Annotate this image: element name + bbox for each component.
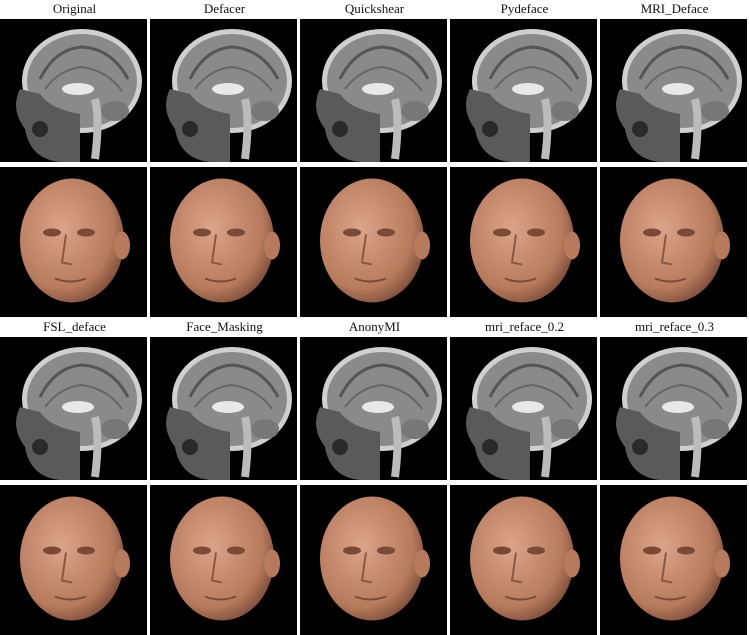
mri-slice-image [0, 19, 147, 162]
method-label: MRI_Deface [640, 1, 709, 16]
method-label: mri_reface_0.2 [484, 319, 565, 334]
head-render-image [450, 167, 597, 317]
head-render-image [0, 167, 147, 317]
method-label: Original [52, 1, 97, 16]
mri-slice-image [450, 19, 597, 162]
method-label: AnonyMI [348, 319, 401, 334]
mri-slice-image [0, 337, 147, 480]
head-render-image [0, 485, 147, 635]
head-render-image [300, 485, 447, 635]
bottom-row-labels: FSL_deface Face_Masking AnonyMI mri_refa… [0, 318, 749, 336]
mri-slice-image [600, 337, 747, 480]
top-row-labels: Original Defacer Quickshear Pydeface MRI… [0, 0, 749, 18]
method-label: Defacer [203, 1, 246, 16]
method-label: Face_Masking [186, 319, 263, 334]
mri-slice-image [450, 337, 597, 480]
mri-slice-image [150, 19, 297, 162]
method-label: mri_reface_0.3 [634, 319, 715, 334]
method-label: Quickshear [344, 1, 405, 16]
method-label: Pydeface [500, 1, 549, 16]
mri-slice-image [300, 337, 447, 480]
mri-slice-image [600, 19, 747, 162]
method-label: FSL_deface [43, 319, 106, 334]
mri-slice-image [150, 337, 297, 480]
mri-slice-image [300, 19, 447, 162]
head-render-image [450, 485, 597, 635]
head-render-image [300, 167, 447, 317]
head-render-image [150, 485, 297, 635]
head-render-image [600, 485, 747, 635]
head-render-image [150, 167, 297, 317]
head-render-image [600, 167, 747, 317]
